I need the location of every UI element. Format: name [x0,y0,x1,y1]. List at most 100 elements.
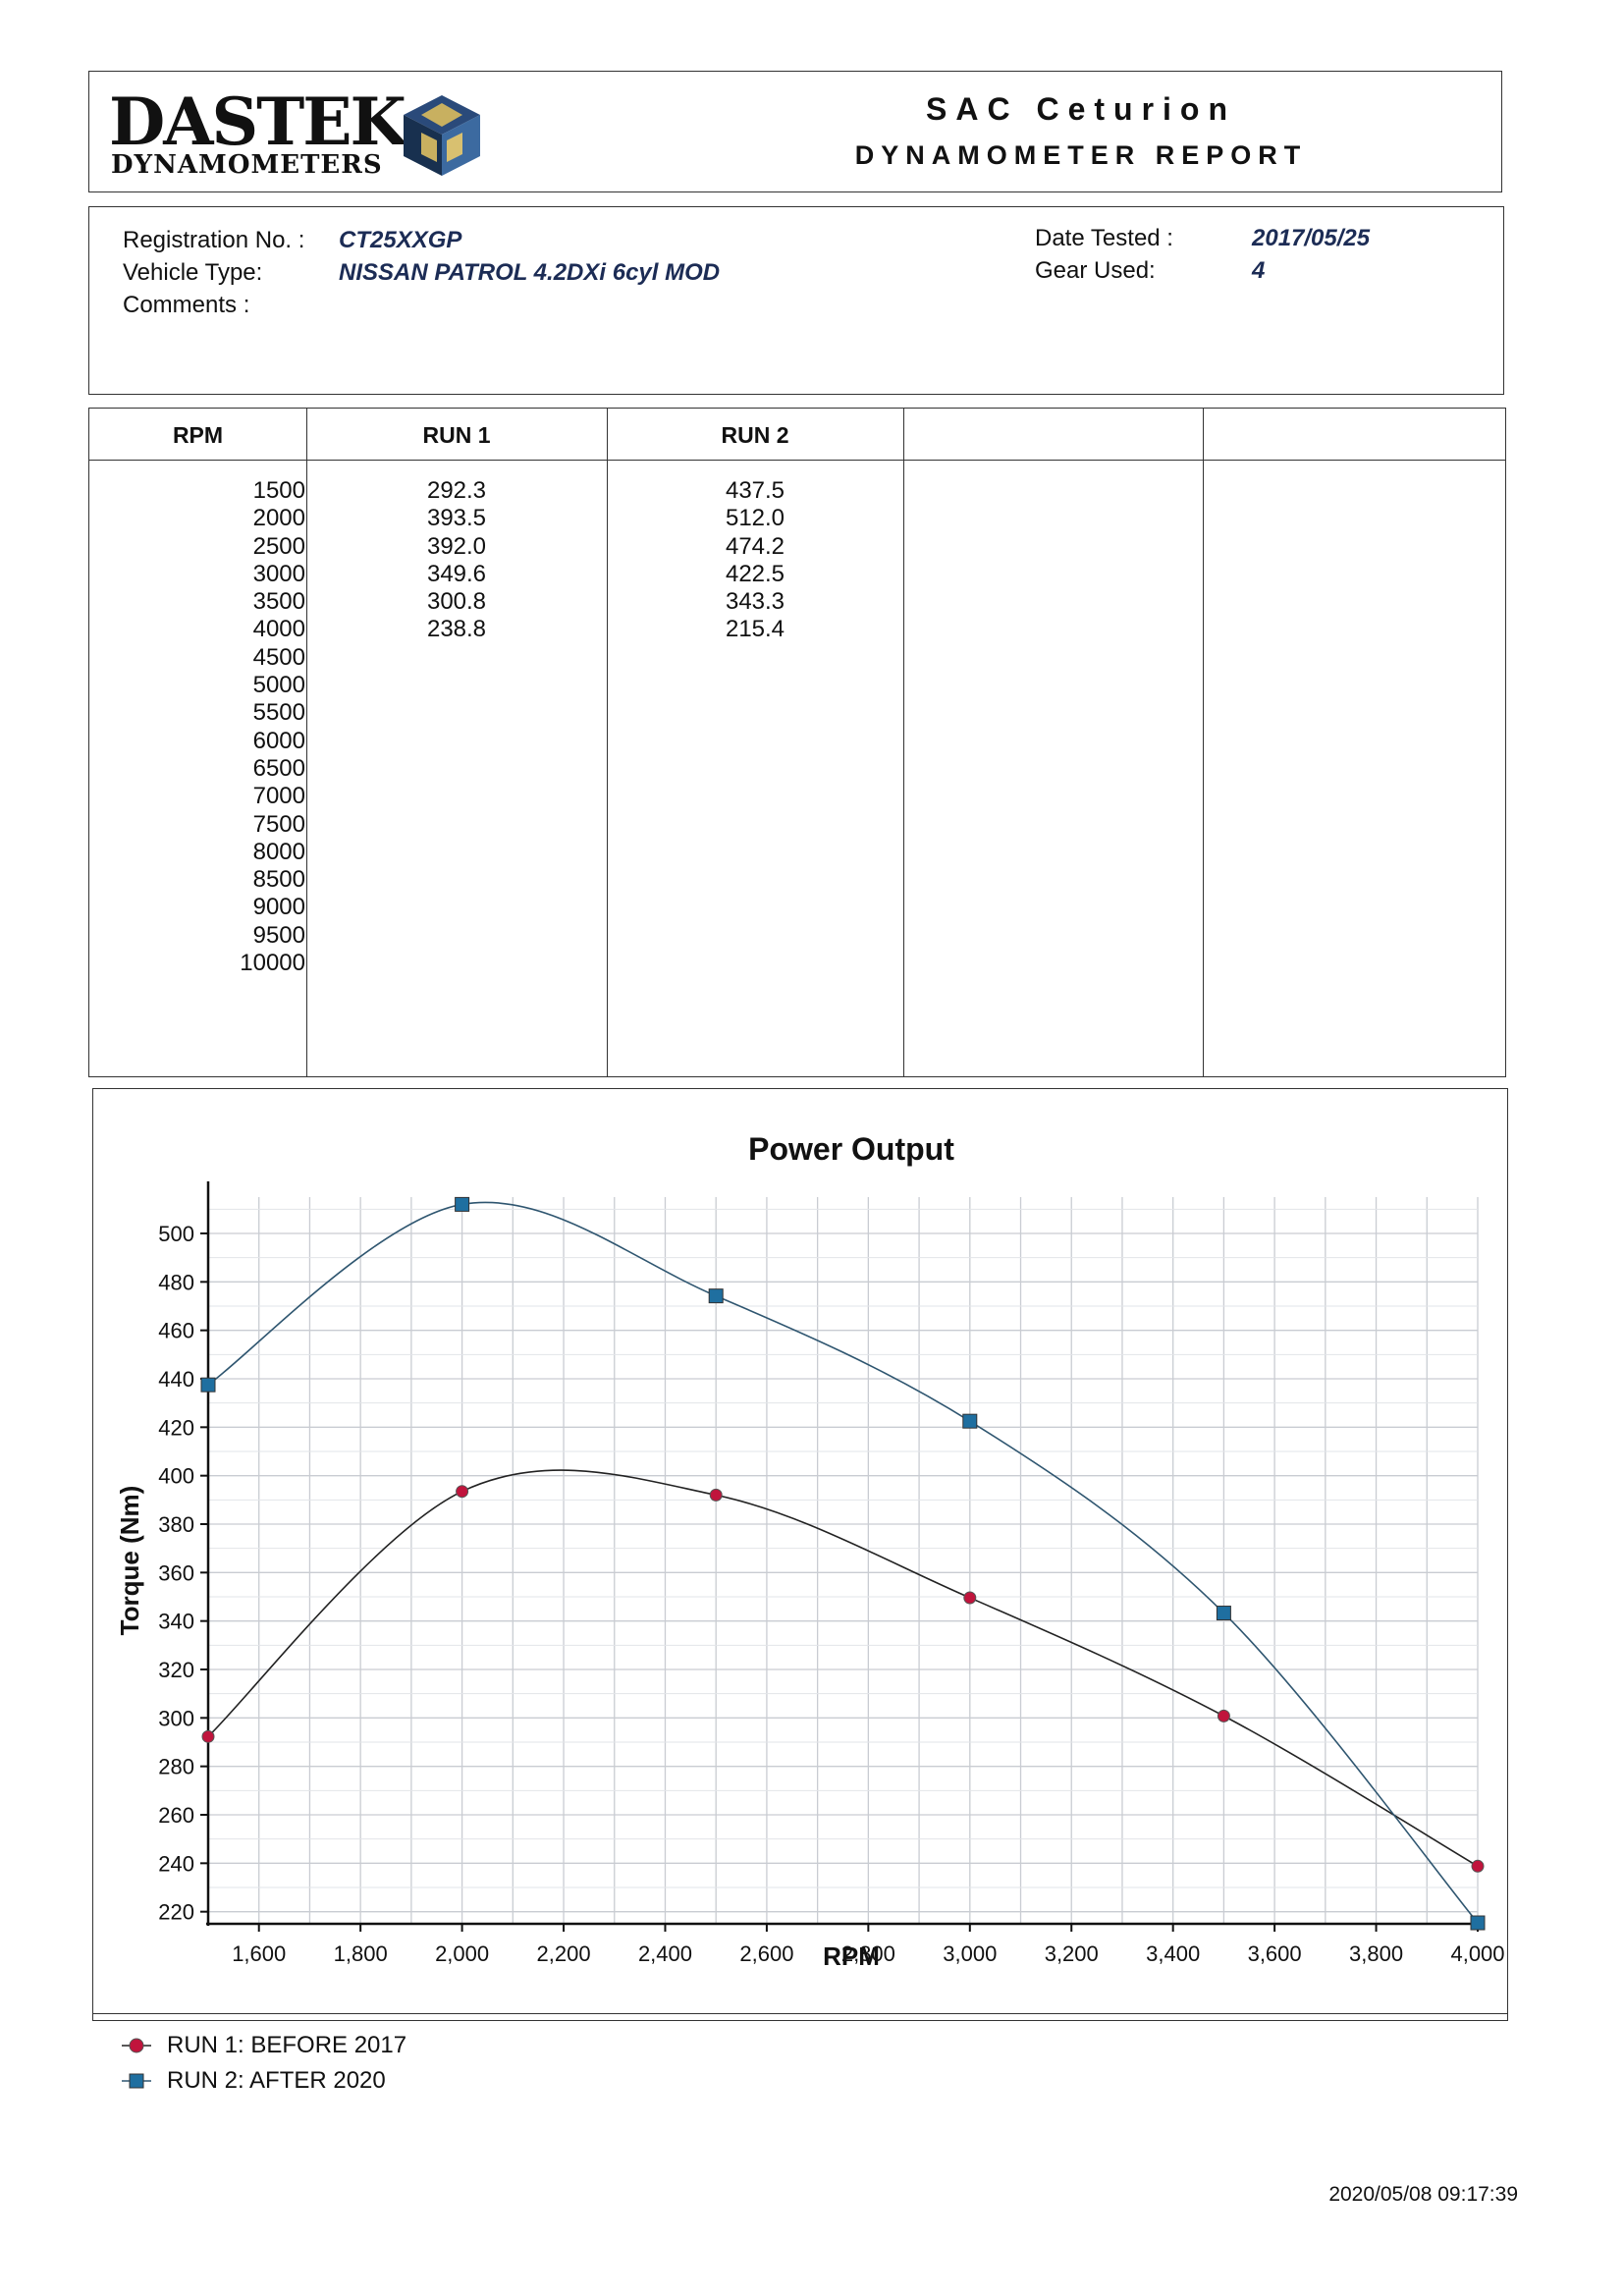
data-point-run1 [1471,1859,1485,1873]
legend-entry-run2: RUN 2: AFTER 2020 [122,2066,386,2096]
legend-label-run2: RUN 2: AFTER 2020 [167,2067,386,2094]
rpm-cell: 9000 [252,894,305,921]
registration-value: CT25XXGP [339,227,462,253]
data-point-run1 [963,1591,977,1605]
y-tick-label: 360 [158,1560,194,1585]
x-tick-label: 3,600 [1248,1941,1302,1966]
y-tick-label: 300 [158,1706,194,1730]
run2-cell: 215.4 [725,616,785,643]
legend-marker-circle-icon [122,2038,151,2053]
logo-cube-icon [404,95,480,176]
table-header-run2: RUN 2 [721,422,789,448]
rpm-cell: 8500 [252,866,305,894]
rpm-cell: 2500 [252,532,305,560]
table-column-divider [1203,409,1204,1076]
rpm-cell: 8000 [252,838,305,865]
chart-canvas: Power Output 220 240 260 280 300 320 340 360 380 4… [115,1131,1505,1971]
rpm-column: 1500 2000 2500 3000 3500 4000 4500 5000 5500 6000… [197,477,305,977]
x-tick-label: 3,400 [1146,1941,1200,1966]
run2-cell: 422.5 [725,560,785,587]
rpm-cell: 6500 [252,754,305,782]
y-tick-label: 320 [158,1658,194,1682]
table-column-divider [306,409,307,1076]
gear-used-value: 4 [1252,257,1266,284]
run2-cell: 437.5 [725,477,785,504]
print-timestamp: 2020/05/08 09:17:39 [1328,2183,1518,2206]
x-tick-label: 2,600 [739,1941,793,1966]
y-tick-label: 460 [158,1319,194,1343]
run2-cell: 474.2 [725,532,785,560]
rpm-cell: 7500 [252,810,305,838]
date-tested-value: 2017/05/25 [1252,225,1371,251]
rpm-cell: 5000 [252,672,305,699]
torque-data-table: RPM RUN 1 RUN 2 1500 2000 2500 3000 3500 4000… [88,408,1506,1077]
chart-title: Power Output [748,1131,954,1167]
rpm-cell: 4500 [252,643,305,671]
report-header: DASTEK DYNAMOMETERS SAC Ceturion DYNAMOM… [88,71,1502,192]
run2-column: 437.5 512.0 474.2 422.5 343.3 215.4 [607,477,903,644]
data-point-run2 [708,1288,724,1304]
table-header-rpm: RPM [172,422,224,448]
run1-column: 292.3 393.5 392.0 349.6 300.8 238.8 [306,477,607,644]
x-axis-label: RPM [823,1941,880,1971]
x-tick-label: 2,800 [841,1941,895,1966]
comments-label: Comments : [123,292,250,318]
y-tick-label: 220 [158,1900,194,1925]
run1-cell: 300.8 [426,588,487,616]
rpm-cell: 7000 [252,783,305,810]
y-tick-label: 240 [158,1851,194,1876]
y-axis-label: Torque (Nm) [115,1486,144,1636]
table-header-divider [89,460,1505,461]
data-point-run2 [200,1377,216,1393]
rpm-cell: 1500 [252,477,305,504]
data-point-run1 [709,1488,723,1502]
y-tick-label: 340 [158,1610,194,1634]
date-tested-label: Date Tested : [1035,225,1173,251]
rpm-cell: 3500 [252,588,305,616]
rpm-cell: 5500 [252,699,305,727]
series-line-2 [207,1201,1479,1924]
table-column-divider [607,409,608,1076]
x-tick-label: 3,200 [1045,1941,1099,1966]
report-subtitle: DYNAMOMETER REPORT [854,140,1308,170]
y-tick-label: 380 [158,1512,194,1537]
report-title: SAC Ceturion [926,91,1236,127]
data-point-run2 [1470,1915,1486,1931]
rpm-cell: 10000 [240,950,305,977]
table-header-run1: RUN 1 [422,422,491,448]
run1-cell: 292.3 [426,477,487,504]
y-tick-label: 440 [158,1367,194,1392]
vehicle-type-value: NISSAN PATROL 4.2DXi 6cyl MOD [339,259,721,286]
x-tick-label: 2,200 [537,1941,591,1966]
y-tick-label: 420 [158,1415,194,1440]
legend-entry-run1: RUN 1: BEFORE 2017 [122,2031,406,2060]
y-tick-label: 500 [158,1222,194,1246]
vehicle-type-label: Vehicle Type: [123,259,263,286]
y-tick-label: 480 [158,1270,194,1294]
run2-cell: 343.3 [725,588,785,616]
x-tick-label: 3,000 [943,1941,997,1966]
gear-used-label: Gear Used: [1035,257,1156,284]
x-tick-label: 1,800 [334,1941,388,1966]
run1-cell: 349.6 [426,560,487,587]
data-point-run2 [1216,1606,1231,1621]
dastek-logo: DASTEK DYNAMOMETERS [109,83,482,180]
vehicle-info-panel: Registration No. : CT25XXGP Vehicle Type… [88,206,1504,395]
x-tick-label: 1,600 [232,1941,286,1966]
registration-label: Registration No. : [123,227,305,253]
run1-cell: 392.0 [426,532,487,560]
legend-marker-square-icon [122,2073,151,2089]
logo-main-text: DASTEK [109,83,406,160]
rpm-cell: 2000 [252,505,305,532]
power-output-chart: Power Output 220 240 260 280 300 320 340 360 380 4… [92,1088,1508,2021]
x-tick-label: 2,400 [638,1941,692,1966]
legend-label-run1: RUN 1: BEFORE 2017 [167,2032,407,2058]
y-tick-label: 280 [158,1755,194,1779]
run1-cell: 393.5 [426,505,487,532]
series-line-1 [207,1469,1479,1867]
data-point-run1 [456,1485,469,1499]
run2-cell: 512.0 [725,505,785,532]
chart-legend [92,2013,1508,2014]
x-tick-label: 3,800 [1349,1941,1403,1966]
x-tick-label: 4,000 [1450,1941,1504,1966]
